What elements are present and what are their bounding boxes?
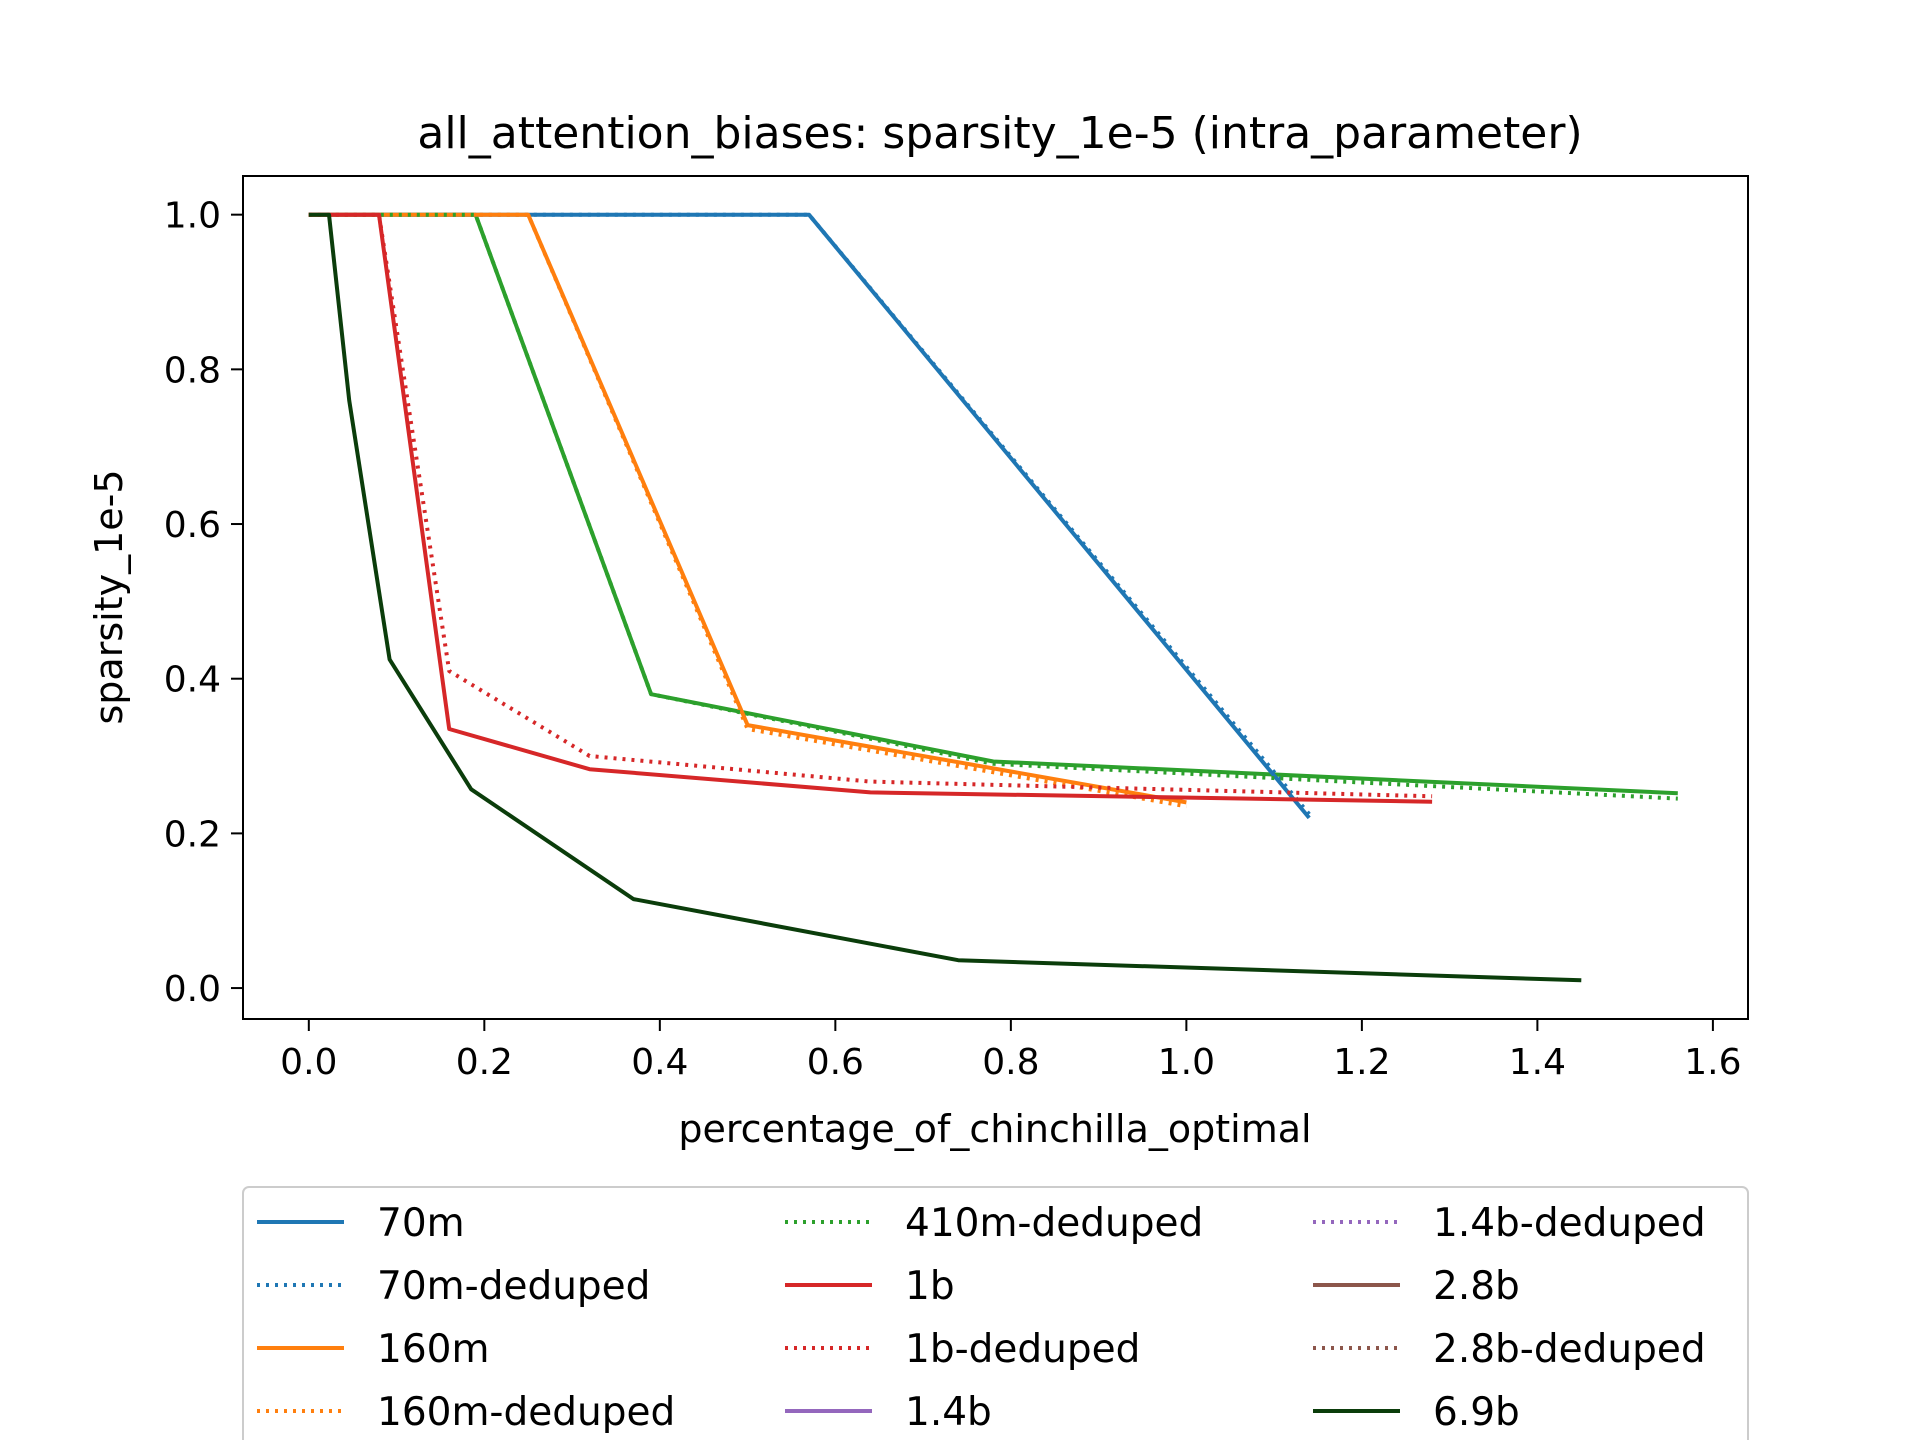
legend-label: 6.9b	[1433, 1390, 1520, 1435]
x-tick-label: 0.4	[631, 1042, 688, 1083]
series-line-410m-deduped	[308, 212, 1678, 801]
y-tick-label: 0.4	[164, 660, 221, 701]
y-axis: 0.0 0.2 0.4 0.6 0.8 1.0	[164, 196, 243, 1010]
y-tick-label: 0.6	[164, 505, 221, 546]
series-line-6-9b	[308, 212, 1582, 983]
x-axis-label: percentage_of_chinchilla_optimal	[678, 1107, 1311, 1151]
chart-title: all_attention_biases: sparsity_1e-5 (int…	[417, 108, 1582, 159]
y-axis-label: sparsity_1e-5	[87, 469, 131, 724]
x-tick-label: 0.0	[280, 1042, 337, 1083]
legend-label: 70m	[377, 1201, 465, 1246]
legend-label: 160m-deduped	[377, 1390, 675, 1435]
x-axis: 0.0 0.2 0.4 0.6 0.8 1.0 1.2 1.4 1.6	[280, 1019, 1742, 1083]
y-tick-label: 1.0	[164, 196, 221, 237]
legend-label: 160m	[377, 1327, 489, 1372]
legend-label: 1.4b	[905, 1390, 992, 1435]
x-tick-label: 0.6	[807, 1042, 864, 1083]
series-line-unlisted	[308, 212, 1678, 796]
y-tick-label: 0.8	[164, 350, 221, 391]
x-tick-label: 1.0	[1158, 1042, 1215, 1083]
x-tick-label: 1.2	[1333, 1042, 1390, 1083]
legend-label: 1.4b-deduped	[1433, 1201, 1706, 1246]
x-tick-label: 1.6	[1684, 1042, 1741, 1083]
legend-label: 2.8b	[1433, 1264, 1520, 1309]
legend-label: 1b	[905, 1264, 955, 1309]
legend-label: 2.8b-deduped	[1433, 1327, 1706, 1372]
x-tick-label: 1.4	[1509, 1042, 1566, 1083]
plot-area	[242, 175, 1749, 1020]
x-tick-label: 0.8	[982, 1042, 1039, 1083]
legend-label: 410m-deduped	[905, 1201, 1203, 1246]
y-tick-label: 0.0	[164, 969, 221, 1010]
legend-frame	[242, 1186, 1749, 1440]
y-tick-label: 0.2	[164, 814, 221, 855]
legend-label: 70m-deduped	[377, 1264, 650, 1309]
legend: 70m 70m-deduped 160m 160m-deduped 410m-dedup…	[242, 1186, 1749, 1440]
series-layer	[308, 212, 1678, 983]
x-tick-label: 0.2	[456, 1042, 513, 1083]
series-line-1b-deduped	[308, 212, 1433, 799]
series-line-1b	[308, 212, 1433, 804]
legend-label: 1b-deduped	[905, 1327, 1140, 1372]
